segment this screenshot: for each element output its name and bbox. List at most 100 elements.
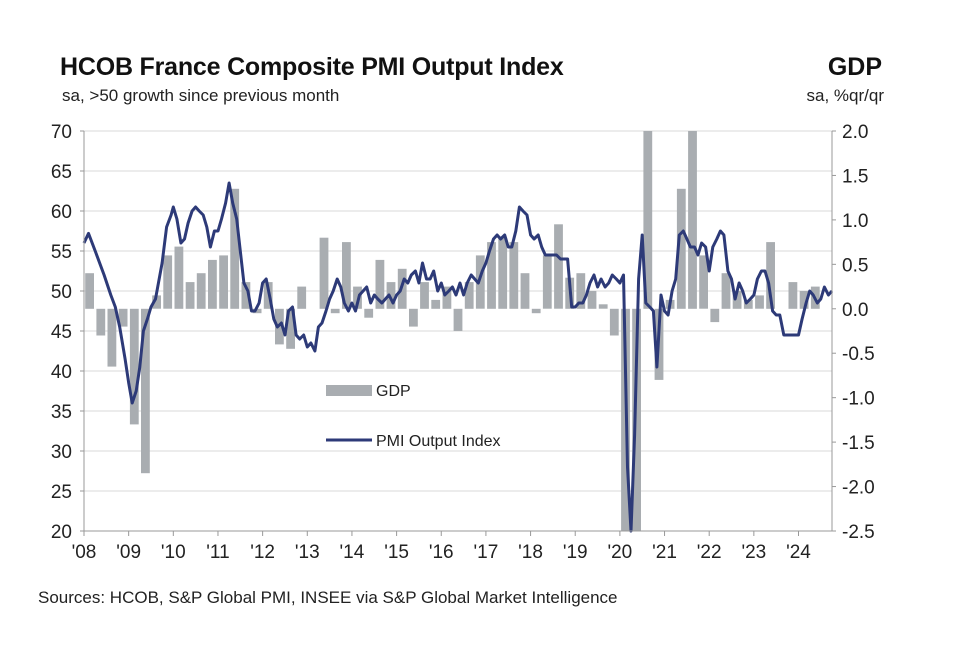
left-tick-label: 45 [51,322,72,343]
gdp-bar-2018Q3 [554,224,563,309]
axes: 70 65 60 55 50 45 40 35 30 25 20 2.0 1.5 1.0 0.5 0.0 -0.… [51,122,875,563]
gdp-bar-2023Q4 [788,282,798,309]
x-tick-label: '08 [72,542,97,563]
x-tick-label: '14 [340,542,365,563]
x-tick-label: '20 [607,542,632,563]
gdp-bar-2010Q1 [174,246,184,309]
x-tick-label: '15 [384,542,409,563]
left-tick-label: 60 [51,202,72,223]
gdp-bar-2013Q2 [319,237,329,309]
gdp-bar-2020Q2 [632,308,641,531]
right-tick-label: -1.0 [842,389,875,410]
right-tick-label: 1.0 [842,211,868,232]
legend-gdp-label: GDP [376,383,411,400]
right-tick-label: 1.5 [842,166,868,187]
gdp-bar-2011Q2 [230,188,240,309]
x-tick-label: '23 [741,542,766,563]
gdp-bar-2023Q2 [766,242,775,309]
gdp-bar-2015Q2 [409,308,418,327]
legend-pmi-label: PMI Output Index [376,433,501,450]
gdp-bar-2011Q4 [252,308,262,314]
gdp-bar-2016Q2 [453,308,463,331]
gdp-bar-2013Q4 [342,242,351,309]
gdp-bar-2015Q4 [431,299,441,309]
chart-title: HCOB France Composite PMI Output Index [60,53,564,81]
right-tick-label: -2.5 [842,522,875,543]
x-tick-label: '11 [206,542,229,563]
gdp-bar-2017Q1 [487,242,496,309]
x-tick-label: '21 [652,542,677,563]
gdp-bar-2020Q3 [643,131,653,309]
chart-subtitle: sa, >50 growth since previous month [62,86,340,105]
x-tick-label: '13 [295,542,320,563]
gdp-bar-2010Q2 [185,282,195,309]
gdp-bar-2021Q2 [676,188,686,309]
x-tick-label: '09 [116,542,141,563]
gdp-bar-2024Q1 [799,291,809,309]
gdp-bar-2008Q4 [118,308,128,327]
gdp-bar-2008Q2 [96,308,106,336]
gdp-bar-2019Q3 [598,304,608,309]
x-tick-label: '22 [697,542,722,563]
x-tick-label: '12 [250,542,275,563]
gdp-bar-2017Q3 [509,242,519,309]
left-tick-label: 40 [51,362,72,383]
x-tick-label: '18 [518,542,543,563]
left-tick-label: 25 [51,482,72,503]
left-tick-label: 20 [51,522,72,543]
gdp-bar-2010Q3 [196,273,206,309]
gdp-bar-2019Q2 [587,291,597,309]
legend: GDP PMI Output Index [326,383,501,450]
gdp-bar-2014Q2 [364,308,374,318]
gdp-bar-2022Q4 [743,299,753,309]
gdp-bar-2014Q4 [386,282,396,309]
gdp-bar-2008Q1 [85,273,94,309]
right-tick-label: 2.0 [842,122,868,143]
gdp-bar-2012Q3 [286,308,295,349]
right-tick-label: 0.5 [842,255,868,276]
gdp-bar-2011Q1 [219,255,228,309]
left-tick-label: 55 [51,242,72,263]
gdp-bar-2009Q1 [129,308,139,425]
gdp-bar-2021Q3 [688,131,697,309]
gdp-bar-2022Q1 [710,308,720,323]
legend-gdp-swatch [326,385,372,396]
gdp-bar-2021Q4 [699,255,708,309]
gdp-bar-2010Q4 [208,259,217,309]
x-tick-label: '19 [563,542,588,563]
pmi-line-group [82,181,834,533]
left-tick-label: 30 [51,442,72,463]
x-tick-label: '24 [786,542,811,563]
left-tick-label: 65 [51,162,72,183]
left-tick-label: 50 [51,282,72,303]
gdp-bar-2016Q1 [442,286,452,309]
gdp-bar-2018Q1 [531,308,541,314]
x-tick-label: '10 [161,542,186,563]
gdp-bar-2022Q3 [732,291,742,309]
right-tick-label: 0.0 [842,300,868,321]
gdp-bars [85,131,820,531]
gdp-bar-2013Q3 [330,308,340,314]
gdp-bar-2019Q4 [609,308,619,336]
gdp-bar-2022Q2 [721,273,731,309]
x-tick-label: '17 [474,542,499,563]
gdp-bar-2009Q4 [163,255,173,309]
gdp-bar-2008Q3 [107,308,117,367]
gdp-bar-2016Q4 [475,255,485,309]
gdp-bar-2018Q2 [542,255,552,309]
gdp-bar-2011Q3 [241,282,251,309]
gdp-bar-2009Q2 [141,308,150,474]
gdp-bar-2009Q3 [152,295,161,309]
gdp-bar-2023Q1 [755,295,764,309]
right-axis-title: GDP [827,53,882,81]
left-tick-label: 70 [51,122,72,143]
gdp-bar-2017Q4 [520,273,530,309]
right-tick-label: -1.5 [842,433,875,454]
gdp-bar-2017Q2 [498,237,508,309]
gdp-bar-2016Q3 [464,282,474,309]
gdp-bar-2014Q3 [375,259,385,309]
right-tick-label: -0.5 [842,344,875,365]
pmi-output-line [82,181,834,533]
gdp-bar-2012Q4 [297,286,307,309]
